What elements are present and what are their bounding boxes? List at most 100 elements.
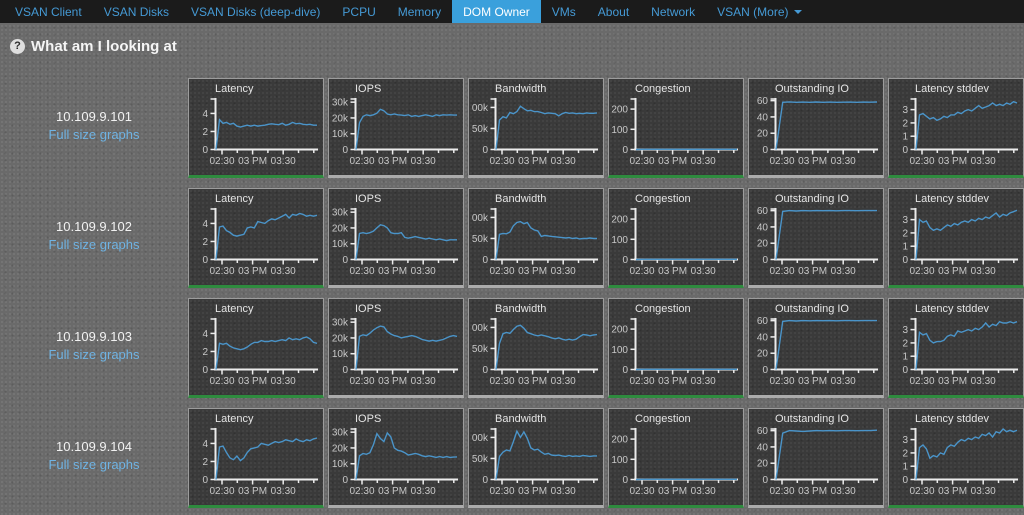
- svg-text:2: 2: [202, 237, 208, 248]
- tab-network[interactable]: Network: [640, 0, 706, 23]
- tab-vsan-more[interactable]: VSAN (More): [706, 0, 812, 23]
- svg-text:02:30: 02:30: [909, 266, 934, 277]
- svg-text:0: 0: [762, 365, 768, 376]
- svg-text:03 PM: 03 PM: [798, 156, 827, 167]
- charts-strip: Latency 0 2 4 02:30 03 PM 03:30 IOPS 0 10k 20k 30k 0…: [188, 405, 1024, 508]
- svg-text:02:30: 02:30: [629, 376, 654, 387]
- svg-text:03 PM: 03 PM: [798, 486, 827, 497]
- chart-congestion: 0 100 200 02:30 03 PM 03:30: [611, 98, 738, 167]
- chart-panel-oio: Outstanding IO 0 20 40 60 02:30 03 PM 03:30: [748, 408, 884, 508]
- svg-text:30k: 30k: [332, 428, 349, 439]
- svg-text:0: 0: [622, 255, 628, 266]
- host-row: 10.109.9.104 Full size graphs Latency 0 2 4 02…: [0, 405, 1024, 515]
- caret-down-icon: [793, 9, 802, 14]
- svg-text:200: 200: [611, 105, 628, 116]
- tab-vms[interactable]: VMs: [541, 0, 587, 23]
- host-rows: 10.109.9.101 Full size graphs Latency 0 2 4 02…: [0, 75, 1024, 515]
- chart-title: Bandwidth: [495, 83, 547, 95]
- svg-text:03 PM: 03 PM: [938, 266, 967, 277]
- tab-label: VSAN Disks (deep-dive): [191, 4, 321, 19]
- chart-panel-stddev: Latency stddev 0 1 2 3 02:30 03 PM 03:30: [888, 78, 1024, 178]
- svg-text:20: 20: [757, 459, 769, 470]
- svg-text:03:30: 03:30: [551, 486, 576, 497]
- host-row: 10.109.9.102 Full size graphs Latency 0 2 4 02…: [0, 185, 1024, 295]
- chart-panel-latency: Latency 0 2 4 02:30 03 PM 03:30: [188, 78, 324, 178]
- chart-title: Bandwidth: [495, 193, 547, 205]
- full-size-graphs-link[interactable]: Full size graphs: [48, 237, 140, 252]
- svg-text:03 PM: 03 PM: [378, 376, 407, 387]
- svg-text:02:30: 02:30: [209, 486, 234, 497]
- help-icon[interactable]: ?: [10, 38, 25, 54]
- svg-text:1: 1: [902, 462, 908, 473]
- chart-bandwidth: 0 50k 00k 02:30 03 PM 03:30: [472, 318, 598, 387]
- svg-text:0: 0: [902, 145, 908, 156]
- full-size-graphs-link[interactable]: Full size graphs: [48, 347, 140, 362]
- svg-text:03 PM: 03 PM: [518, 486, 547, 497]
- full-size-graphs-link[interactable]: Full size graphs: [48, 457, 140, 472]
- svg-text:20: 20: [757, 239, 769, 250]
- chart-title: IOPS: [355, 193, 382, 205]
- tab-vsan-disks[interactable]: VSAN Disks: [93, 0, 180, 23]
- host-ip: 10.109.9.103: [56, 329, 132, 344]
- svg-text:00k: 00k: [472, 213, 489, 224]
- tab-memory[interactable]: Memory: [387, 0, 452, 23]
- chart-stddev: 0 1 2 3 02:30 03 PM 03:30: [902, 98, 1018, 167]
- full-size-graphs-link[interactable]: Full size graphs: [48, 127, 140, 142]
- svg-text:20k: 20k: [332, 223, 349, 234]
- svg-text:0: 0: [902, 475, 908, 486]
- svg-text:4: 4: [202, 329, 208, 340]
- svg-text:03:30: 03:30: [551, 376, 576, 387]
- svg-text:03:30: 03:30: [831, 156, 856, 167]
- chart-panel-congestion: Congestion 0 100 200 02:30 03 PM 03:30: [608, 78, 744, 178]
- svg-text:0: 0: [202, 255, 208, 266]
- chart-title: Outstanding IO: [775, 83, 849, 95]
- svg-text:20: 20: [757, 129, 769, 140]
- svg-text:1: 1: [902, 242, 908, 253]
- tab-vsan-client[interactable]: VSAN Client: [4, 0, 93, 23]
- svg-text:2: 2: [202, 347, 208, 358]
- svg-text:02:30: 02:30: [769, 156, 794, 167]
- chart-congestion: 0 100 200 02:30 03 PM 03:30: [611, 428, 738, 497]
- tab-label: VSAN (More): [717, 4, 789, 19]
- svg-text:03:30: 03:30: [271, 486, 296, 497]
- tab-dom-owner[interactable]: DOM Owner: [452, 0, 541, 23]
- tab-label: VSAN Client: [15, 4, 82, 19]
- chart-oio: 0 20 40 60 02:30 03 PM 03:30: [757, 206, 878, 277]
- chart-title: Latency stddev: [915, 83, 989, 95]
- chart-latency: 0 2 4 02:30 03 PM 03:30: [202, 98, 318, 167]
- svg-text:03 PM: 03 PM: [238, 376, 267, 387]
- svg-text:0: 0: [622, 365, 628, 376]
- svg-text:02:30: 02:30: [349, 266, 374, 277]
- tab-label: Network: [651, 4, 696, 19]
- svg-text:60: 60: [757, 96, 769, 107]
- charts-strip: Latency 0 2 4 02:30 03 PM 03:30 IOPS 0 10k 20k 30k 0…: [188, 295, 1024, 398]
- svg-text:200: 200: [611, 435, 628, 446]
- svg-text:02:30: 02:30: [209, 376, 234, 387]
- svg-text:03 PM: 03 PM: [238, 156, 267, 167]
- svg-text:10k: 10k: [332, 459, 349, 470]
- chart-title: Outstanding IO: [775, 413, 849, 425]
- tab-label: DOM Owner: [463, 4, 530, 19]
- svg-text:03 PM: 03 PM: [238, 486, 267, 497]
- svg-text:60: 60: [757, 426, 769, 437]
- svg-text:0: 0: [622, 145, 628, 156]
- svg-text:20k: 20k: [332, 443, 349, 454]
- svg-text:02:30: 02:30: [489, 486, 514, 497]
- svg-text:2: 2: [902, 118, 908, 129]
- svg-text:03:30: 03:30: [971, 266, 996, 277]
- tab-about[interactable]: About: [587, 0, 640, 23]
- svg-text:02:30: 02:30: [909, 486, 934, 497]
- svg-text:03:30: 03:30: [271, 376, 296, 387]
- svg-text:03:30: 03:30: [971, 156, 996, 167]
- svg-text:1: 1: [902, 352, 908, 363]
- svg-text:4: 4: [202, 219, 208, 230]
- svg-text:03:30: 03:30: [551, 266, 576, 277]
- tab-vsan-disks-deep-dive[interactable]: VSAN Disks (deep-dive): [180, 0, 331, 23]
- svg-text:03 PM: 03 PM: [518, 376, 547, 387]
- tab-pcpu[interactable]: PCPU: [331, 0, 386, 23]
- host-label-column: 10.109.9.102 Full size graphs: [0, 185, 188, 254]
- svg-text:100: 100: [611, 235, 628, 246]
- svg-text:30k: 30k: [332, 208, 349, 219]
- chart-panel-bandwidth: Bandwidth 0 50k 00k 02:30 03 PM 03:30: [468, 298, 604, 398]
- svg-text:0: 0: [342, 255, 348, 266]
